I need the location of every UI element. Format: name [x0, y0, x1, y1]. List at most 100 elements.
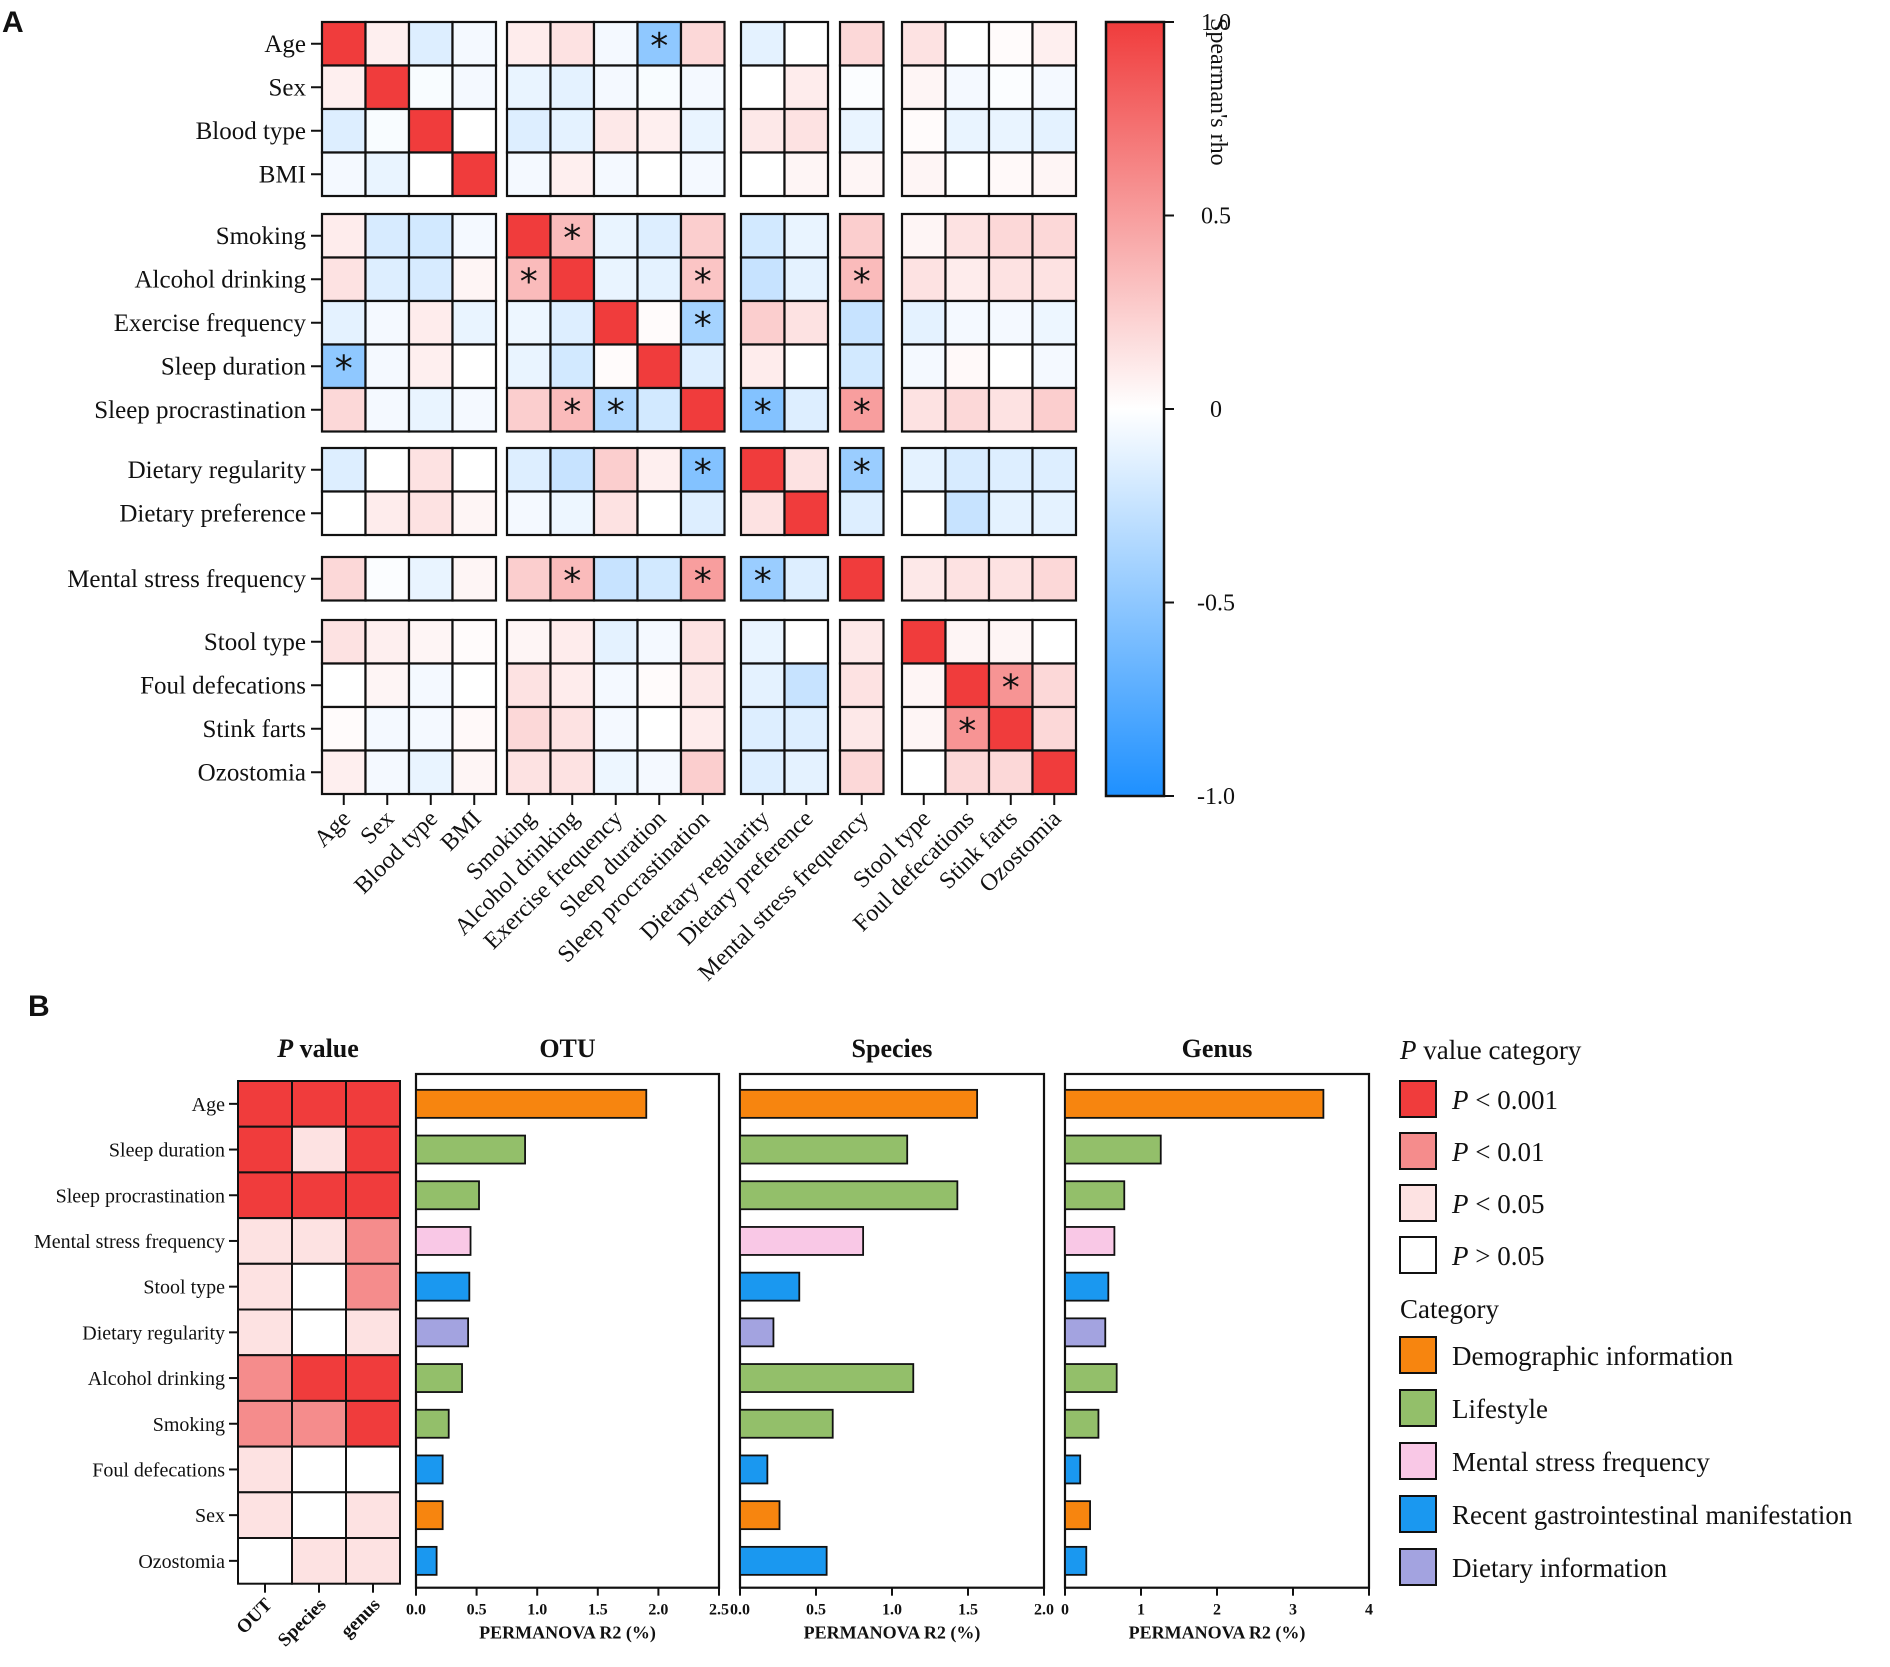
panel-label-b: B	[28, 990, 50, 1023]
legend-p-threshold: > 0.05	[1469, 1241, 1545, 1271]
bar-genus-sleep-procrastination	[1064, 1180, 1126, 1211]
pvalue-col-label-out: OUT	[233, 1594, 277, 1638]
heatmap-cell-ozostomia-stink-farts	[987, 749, 1034, 796]
permanova-panel: P value Age Sleep duration Sleep procrastin…	[34, 1034, 1373, 1651]
heatmap-cell-ozostomia-ozostomia	[1031, 749, 1078, 796]
bar-title-species: Species	[852, 1034, 933, 1063]
heatmap-cell-alcohol-drinking-exercise-frequency	[592, 256, 639, 303]
heatmap-cell-exercise-frequency-dietary-preference	[783, 299, 830, 346]
legend-swatch-p-0-05	[1399, 1236, 1437, 1274]
bar-genus-dietary-regularity	[1064, 1317, 1107, 1348]
heatmap-cell-dietary-preference-stink-farts	[987, 490, 1034, 537]
legend-p-italic: P	[1451, 1085, 1469, 1115]
pvalue-cell-mental-stress-frequency-species	[291, 1217, 347, 1265]
pvalue-col-label-genus: genus	[337, 1594, 385, 1642]
heatmap-cell-dietary-preference-bmi	[451, 490, 498, 537]
pvalue-cell-foul-defecations-species	[291, 1445, 347, 1494]
legend-swatch-p-0-01	[1399, 1132, 1437, 1170]
bar-xtick-label-otu-2: 1.0	[527, 1602, 547, 1619]
heatmap-cell-stool-type-alcohol-drinking	[549, 618, 596, 665]
legend-pvalue-title-italic: P	[1399, 1035, 1417, 1065]
legend-label-demographic-information: Demographic information	[1452, 1341, 1734, 1371]
heatmap-cell-age-bmi	[451, 20, 498, 67]
heatmap-cell-smoking-sleep-duration	[636, 212, 683, 259]
heatmap-cell-age-sex	[364, 20, 411, 67]
heatmap-cell-smoking-sleep-procrastination	[679, 212, 726, 259]
significance-star-stink-farts-foul-defecations: *	[958, 711, 976, 752]
bar-species-alcohol-drinking	[739, 1363, 915, 1393]
pvalue-row-label-ozostomia: Ozostomia	[138, 1551, 225, 1573]
heatmap-cell-dietary-regularity-age	[320, 446, 367, 493]
significance-star-smoking-alcohol-drinking: *	[563, 218, 581, 259]
heatmap-cell-alcohol-drinking-sex	[364, 256, 411, 303]
heatmap-cell-age-smoking	[505, 20, 552, 67]
heatmap-cell-ozostomia-smoking	[505, 749, 552, 796]
heatmap-cell-blood-type-dietary-regularity	[739, 107, 786, 154]
heatmap-cell-stink-farts-sleep-duration	[636, 705, 683, 752]
colorbar: 1.0 0.5 0 -0.5 -1.0 Spearman's rho	[1104, 10, 1235, 810]
heatmap-cell-foul-defecations-stink-farts	[987, 662, 1034, 709]
significance-star-alcohol-drinking-mental-stress-frequency: *	[853, 261, 871, 302]
bar-xtick-label-otu-0: 0.0	[406, 1602, 426, 1619]
heatmap-cell-bmi-mental-stress-frequency	[838, 151, 885, 198]
bar-otu-sleep-procrastination	[415, 1180, 480, 1211]
heatmap-cell-alcohol-drinking-age	[320, 256, 367, 303]
bar-otu-ozostomia	[415, 1545, 438, 1576]
heatmap-cell-blood-type-age	[320, 107, 367, 154]
heatmap-cell-dietary-regularity-foul-defecations	[944, 446, 991, 493]
legend-p-threshold: < 0.001	[1469, 1085, 1558, 1115]
heatmap-cell-stink-farts-age	[320, 705, 367, 752]
heatmap-cell-stool-type-ozostomia	[1031, 618, 1078, 665]
pvalue-cell-alcohol-drinking-out	[237, 1354, 293, 1402]
bar-otu-alcohol-drinking	[415, 1363, 463, 1393]
heatmap-cell-alcohol-drinking-ozostomia	[1031, 256, 1078, 303]
heatmap-cell-smoking-smoking	[505, 212, 552, 259]
legend-label-p-0-01: P < 0.01	[1451, 1137, 1544, 1167]
heatmap-cell-stink-farts-bmi	[451, 705, 498, 752]
bar-otu-sleep-duration	[415, 1134, 526, 1165]
heatmap-cell-dietary-regularity-dietary-regularity	[739, 446, 786, 493]
heatmap-cell-dietary-preference-alcohol-drinking	[549, 490, 596, 537]
pvalue-cell-smoking-genus	[345, 1399, 401, 1448]
heatmap-cell-alcohol-drinking-alcohol-drinking	[549, 256, 596, 303]
heatmap-cell-sleep-procrastination-stool-type	[900, 386, 947, 433]
heatmap-cell-foul-defecations-sleep-procrastination	[679, 662, 726, 709]
heatmap-cell-sleep-procrastination-bmi	[451, 386, 498, 433]
row-label-sleep-procrastination: Sleep procrastination	[94, 397, 306, 424]
col-label-blood-type: Blood type	[350, 806, 443, 899]
legend-swatch-p-0-001	[1399, 1080, 1437, 1118]
heatmap-cell-ozostomia-bmi	[451, 749, 498, 796]
heatmap-cell-age-stool-type	[900, 20, 947, 67]
heatmap-cell-foul-defecations-ozostomia	[1031, 662, 1078, 709]
bar-xlabel-species: PERMANOVA R2 (%)	[804, 1623, 981, 1644]
heatmap-cell-dietary-regularity-stool-type	[900, 446, 947, 493]
heatmap-cell-dietary-preference-stool-type	[900, 490, 947, 537]
row-label-alcohol-drinking: Alcohol drinking	[134, 266, 306, 293]
heatmap-cell-sex-ozostomia	[1031, 64, 1078, 111]
bar-xtick-label-species-4: 2.0	[1034, 1602, 1054, 1619]
heatmap-cell-alcohol-drinking-sleep-procrastination	[679, 256, 726, 303]
heatmap-cell-foul-defecations-exercise-frequency	[592, 662, 639, 709]
colorbar-tick-label-1: 0.5	[1201, 204, 1231, 230]
legend-swatch-lifestyle	[1399, 1389, 1437, 1427]
heatmap-cell-sleep-procrastination-smoking	[505, 386, 552, 433]
significance-star-sleep-procrastination-dietary-regularity: *	[754, 392, 772, 433]
bar-title-genus: Genus	[1182, 1034, 1253, 1063]
heatmap-cell-mental-stress-frequency-blood-type	[407, 555, 454, 602]
colorbar-tick-label-4: -1.0	[1197, 784, 1235, 810]
heatmap-cell-mental-stress-frequency-age	[320, 555, 367, 602]
significance-star-sleep-procrastination-mental-stress-frequency: *	[853, 392, 871, 433]
heatmap-cell-sleep-duration-stool-type	[900, 343, 947, 390]
heatmap-cell-sex-sleep-duration	[636, 64, 683, 111]
bar-xtick-label-genus-0: 0	[1061, 1602, 1069, 1619]
heatmap-cell-dietary-regularity-exercise-frequency	[592, 446, 639, 493]
colorbar-title: Spearman's rho	[1205, 18, 1231, 166]
heatmap-cell-sleep-duration-exercise-frequency	[592, 343, 639, 390]
heatmap-cell-sex-alcohol-drinking	[549, 64, 596, 111]
pvalue-cell-sleep-duration-out	[237, 1125, 293, 1174]
heatmap-cell-smoking-ozostomia	[1031, 212, 1078, 259]
heatmap-cell-dietary-regularity-ozostomia	[1031, 446, 1078, 493]
heatmap-cell-sleep-duration-sleep-procrastination	[679, 343, 726, 390]
heatmap-cell-sex-exercise-frequency	[592, 64, 639, 111]
